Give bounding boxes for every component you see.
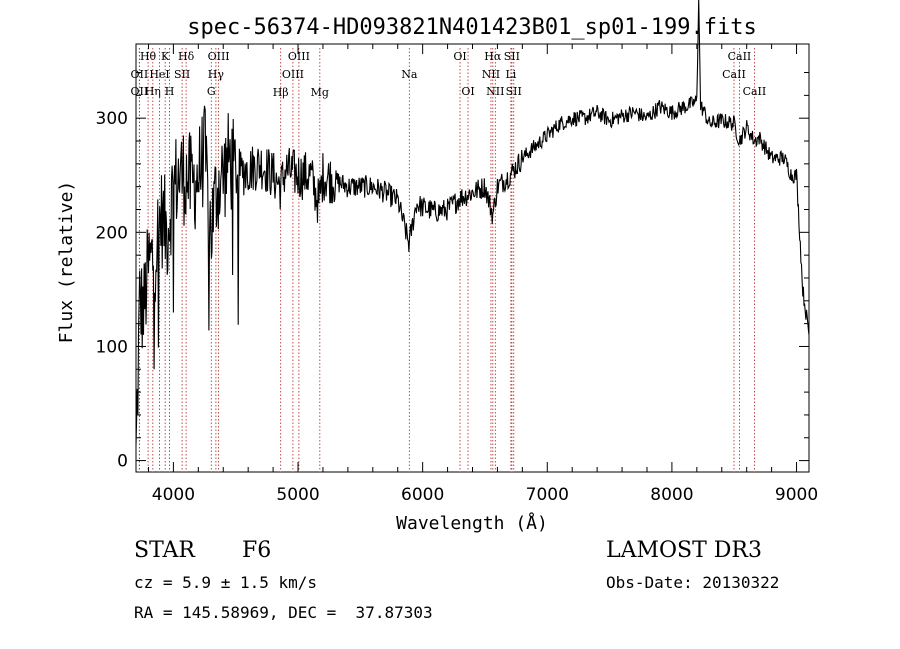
line-label-4: HeI <box>149 68 169 81</box>
y-tick-label: 200 <box>96 223 128 243</box>
y-tick-label: 0 <box>117 452 128 472</box>
line-label-12: Hβ <box>273 86 289 99</box>
line-label-15: Mg <box>311 86 329 99</box>
object-subclass: F6 <box>242 538 272 563</box>
x-tick-label: 6000 <box>401 485 444 505</box>
coordinates: RA = 145.58969, DEC = 37.87303 <box>134 603 433 622</box>
line-label-8: Hδ <box>178 50 195 63</box>
line-label-5: K <box>161 50 170 63</box>
line-label-24: SII <box>506 85 522 98</box>
y-axis: 0 100 200 300 <box>96 72 809 472</box>
x-tick-label: 9000 <box>775 485 818 505</box>
x-tick-label: 4000 <box>152 485 195 505</box>
object-class: STAR <box>134 538 195 563</box>
chart-title: spec-56374-HD093821N401423B01_sp01-199.f… <box>187 15 757 40</box>
line-label-7: SII <box>174 68 190 81</box>
spectrum-series-line <box>135 0 810 445</box>
observation-date: Obs-Date: 20130322 <box>606 573 780 592</box>
line-label-11: G <box>207 85 216 98</box>
line-label-25: CaII <box>728 50 752 63</box>
line-label-27: CaII <box>743 85 767 98</box>
line-label-17: OI <box>453 50 466 63</box>
line-label-19: Hα <box>484 50 502 63</box>
y-tick-label: 300 <box>96 109 128 129</box>
line-label-16: Na <box>401 68 418 81</box>
line-label-3: Hη <box>145 85 161 98</box>
line-label-6: H <box>165 85 175 98</box>
line-label-26: CaII <box>722 68 746 81</box>
line-label-10: Hγ <box>208 68 225 81</box>
line-label-9: OIII <box>208 50 230 63</box>
line-label-18: OI <box>461 85 474 98</box>
line-label-20: NII <box>482 68 500 81</box>
line-marker-group <box>138 48 755 472</box>
line-label-13: OIII <box>288 50 310 63</box>
y-tick-label: 100 <box>96 337 128 357</box>
x-tick-label: 7000 <box>526 485 569 505</box>
x-axis: 4000 5000 6000 7000 8000 9000 <box>147 44 818 505</box>
line-label-22: SII <box>504 50 520 63</box>
line-label-14: OIII <box>282 68 304 81</box>
line-label-21: NII <box>486 85 504 98</box>
plot-frame <box>135 43 810 473</box>
x-tick-label: 5000 <box>276 485 319 505</box>
line-label-1: OII <box>131 68 149 81</box>
x-tick-label: 8000 <box>650 485 693 505</box>
line-label-2: OII <box>131 85 149 98</box>
x-axis-label: Wavelength (Å) <box>396 512 548 534</box>
redshift-velocity: cz = 5.9 ± 1.5 km/s <box>134 573 318 592</box>
y-axis-label: Flux (relative) <box>56 181 77 344</box>
line-label-0: Hθ <box>140 50 157 63</box>
survey-name: LAMOST DR3 <box>606 538 762 563</box>
spectrum-chart: spec-56374-HD093821N401423B01_sp01-199.f… <box>56 0 818 534</box>
line-label-23: Li <box>505 68 516 81</box>
